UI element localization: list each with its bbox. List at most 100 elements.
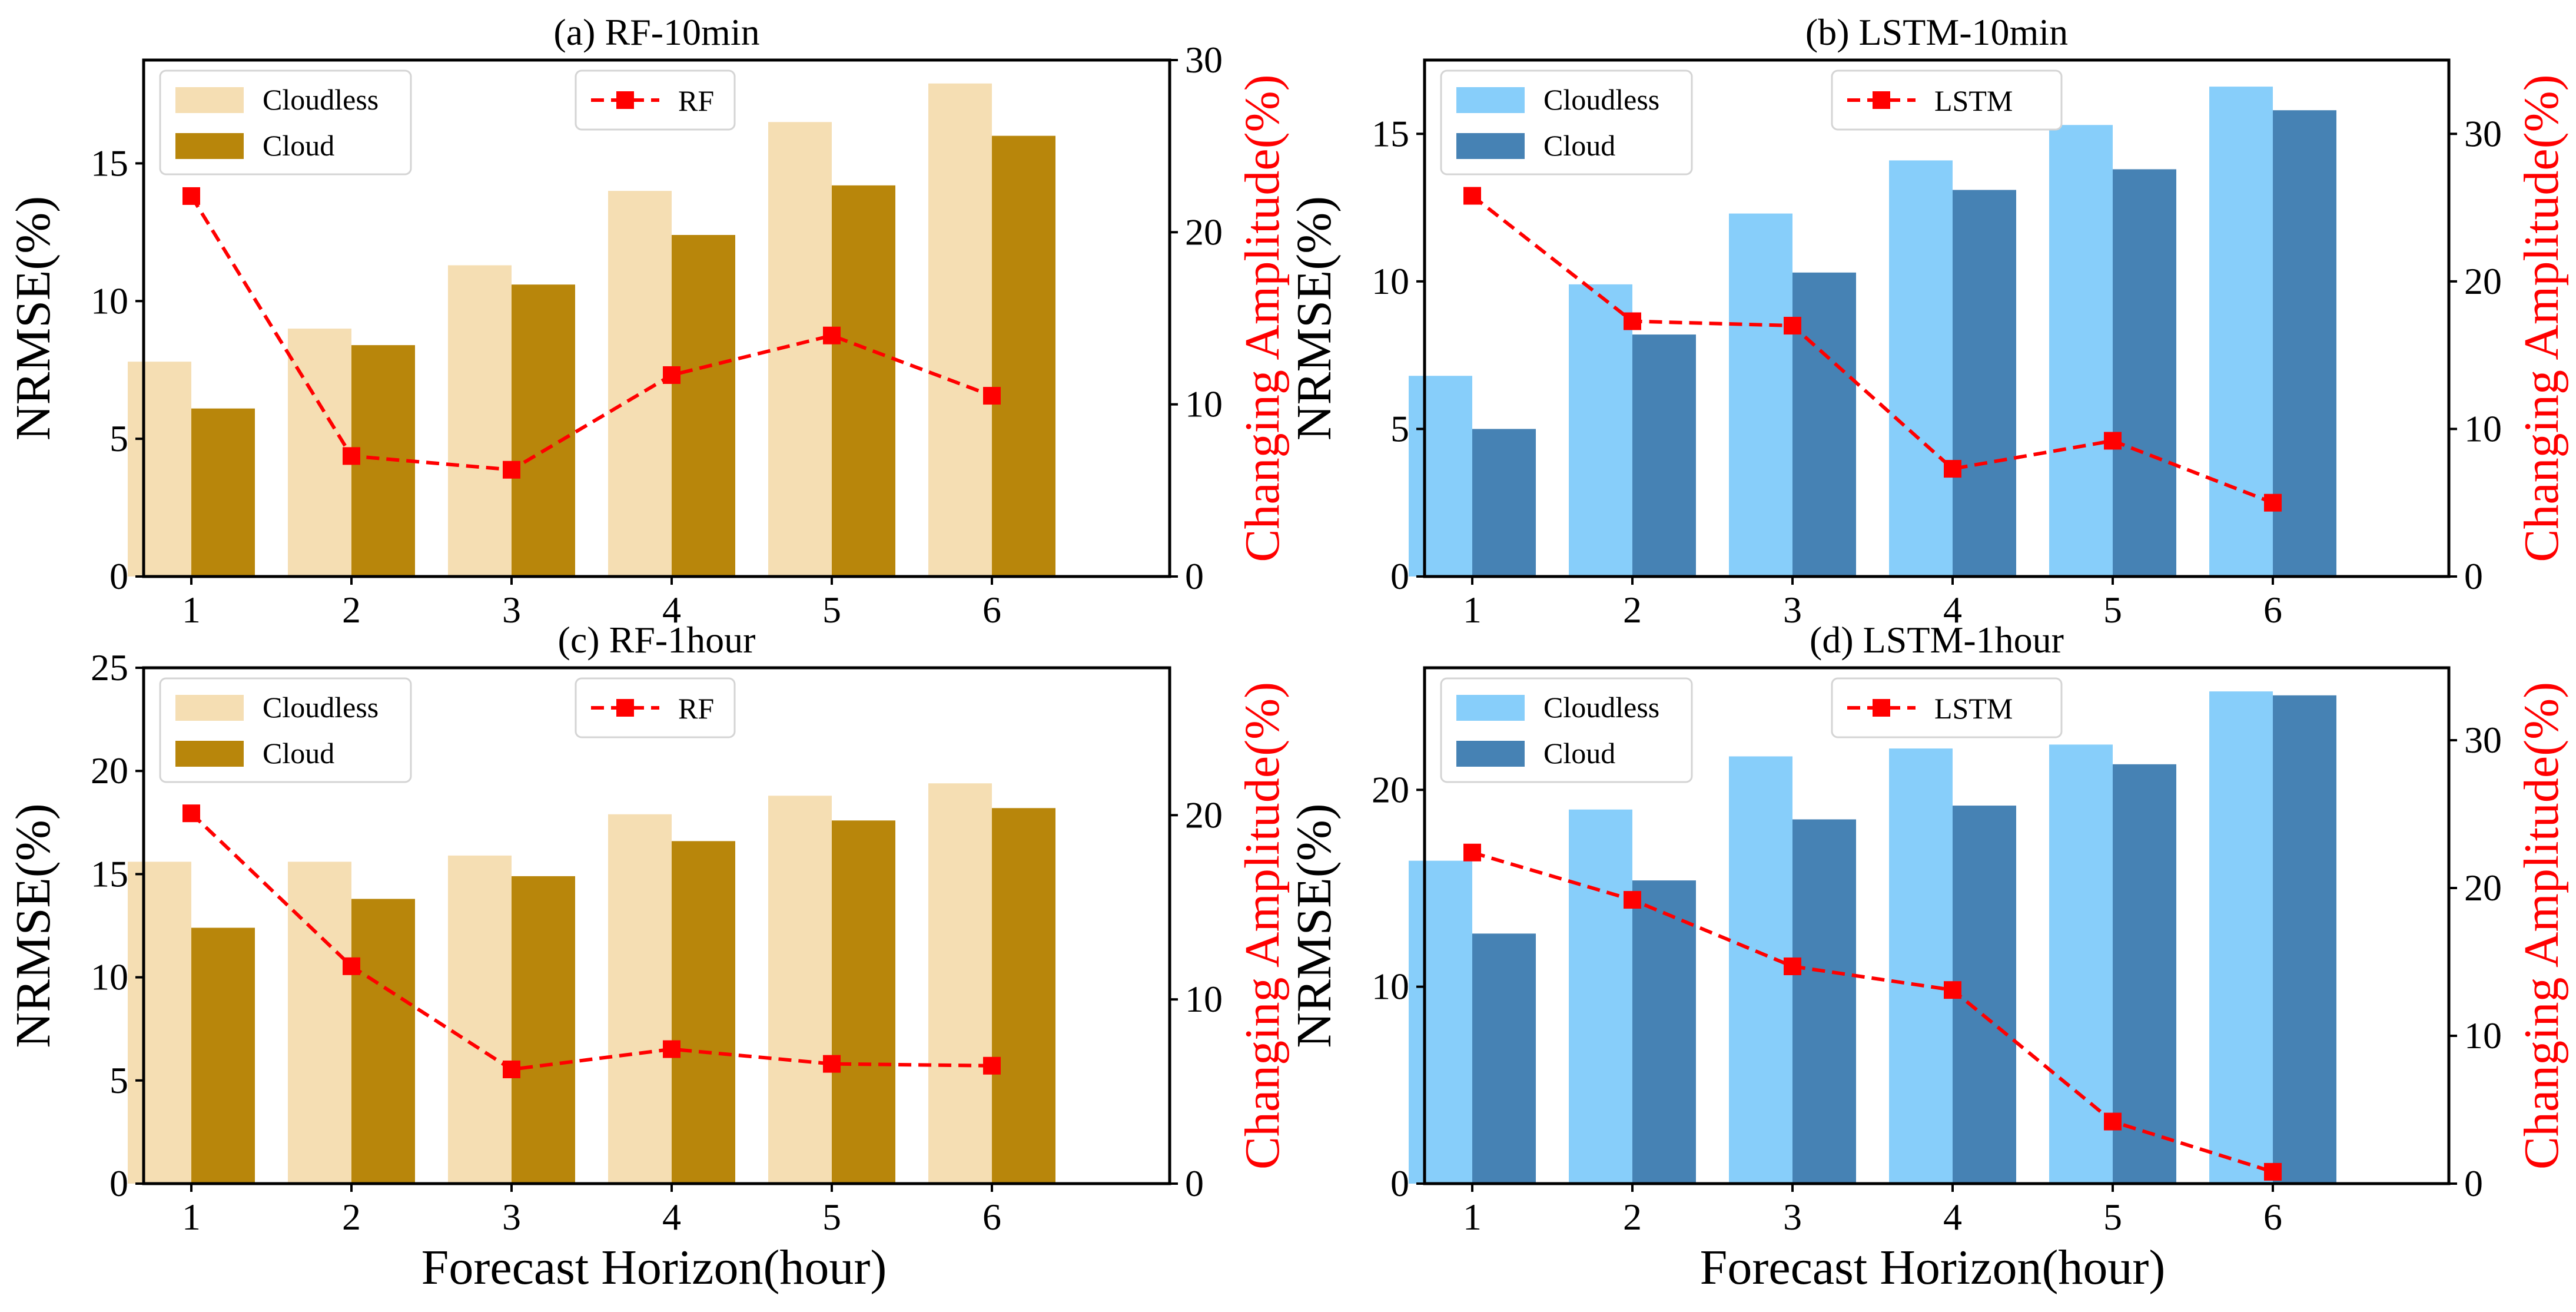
y-tick-label: 15 (91, 853, 128, 894)
legend-label-cloudless: Cloudless (1543, 83, 1659, 116)
bar-cloud-h5 (2113, 169, 2176, 577)
y2-tick-label: 20 (2464, 260, 2502, 302)
bar-cloudless-h6 (928, 783, 992, 1184)
legend-swatch-cloudless (1456, 87, 1525, 113)
point-rf-h4 (663, 1040, 680, 1058)
bar-cloudless-h4 (608, 191, 672, 577)
chart-title: (c) RF-1hour (558, 619, 756, 661)
legend-swatch-cloudless (175, 87, 244, 113)
axes-frame (142, 58, 1171, 578)
y2-tick-label: 0 (1185, 555, 1204, 597)
bar-cloud-h3 (1792, 819, 1856, 1184)
chart-panel-d: 0 10 20 0 10 20 30 1 2 3 4 5 6 (d) LSTM-1hour NRMSE(%)… (1287, 619, 2569, 1238)
legend-label-cloudless: Cloudless (1543, 691, 1659, 724)
x-tick-label: 2 (342, 589, 361, 631)
legend-label-cloud: Cloud (1543, 129, 1615, 162)
chart-title: (d) LSTM-1hour (1810, 619, 2064, 661)
chart-title: (b) LSTM-10min (1805, 11, 2068, 53)
x-tick-label: 1 (1463, 589, 1482, 631)
bar-cloudless-h2 (288, 329, 351, 577)
y2-axis-label: Changing Amplitude(%) (1235, 682, 1290, 1169)
point-rf-h3 (503, 460, 520, 479)
point-lstm-h6 (2264, 1162, 2282, 1181)
point-rf-h3 (503, 1061, 520, 1079)
point-lstm-h4 (1944, 981, 1961, 999)
bar-cloudless-h4 (1889, 748, 1953, 1184)
bar-cloudless-h3 (448, 855, 512, 1184)
point-lstm-h4 (1944, 460, 1961, 478)
y-tick-label: 20 (91, 750, 128, 791)
bar-cloudless-h1 (128, 362, 191, 577)
point-lstm-h3 (1784, 317, 1801, 335)
x-tick-label: 4 (1943, 1196, 1962, 1238)
line-lstm (1472, 850, 2273, 1174)
y-tick-label: 5 (1390, 407, 1409, 449)
legend-label-rf: RF (678, 84, 714, 117)
bar-cloudless-h6 (2209, 691, 2273, 1184)
legend-label-cloud: Cloud (263, 129, 334, 162)
legend-swatch-cloud (175, 133, 244, 159)
x-tick-label: 1 (1463, 1196, 1482, 1238)
x-tick-label: 5 (2103, 1196, 2122, 1238)
line-rf (190, 195, 993, 472)
y-tick-label: 20 (1372, 768, 1409, 810)
bar-cloudless-h1 (1409, 860, 1472, 1184)
bar-cloud-h5 (832, 820, 895, 1184)
bar-cloud-h4 (672, 841, 735, 1184)
y-tick-label: 0 (1390, 555, 1409, 597)
bar-cloud-h6 (992, 135, 1055, 577)
x-tick-label: 4 (662, 589, 681, 631)
legend-swatch-marker (616, 699, 634, 717)
legend-label-rf: RF (678, 692, 714, 725)
bar-cloud-h4 (1953, 190, 2016, 577)
y-axis-label: NRMSE(%) (1287, 803, 1342, 1048)
bar-cloud-h2 (351, 345, 415, 577)
x-tick-label: 4 (1943, 589, 1962, 631)
point-rf-h2 (343, 957, 360, 975)
bar-cloudless-h5 (2049, 744, 2113, 1184)
point-lstm-h6 (2264, 493, 2282, 512)
y-tick-label: 0 (109, 1162, 128, 1204)
axes-frame (1423, 666, 2451, 1185)
x-tick-label: 3 (502, 589, 521, 631)
bar-cloud-h2 (351, 899, 415, 1184)
y2-tick-label: 10 (2464, 407, 2502, 449)
bar-cloud-h3 (512, 284, 575, 577)
y-axis-label: NRMSE(%) (6, 196, 61, 440)
bar-cloud-h2 (1632, 334, 1696, 577)
y2-tick-label: 10 (2464, 1015, 2502, 1056)
y-tick-label: 5 (109, 1059, 128, 1101)
bar-cloud-h6 (992, 808, 1055, 1184)
legend-label-cloud: Cloud (1543, 737, 1615, 770)
axes-frame (142, 666, 1171, 1185)
line-legend-box (1831, 677, 2063, 738)
legend-swatch-cloud (1456, 133, 1525, 159)
x-tick-label: 6 (982, 589, 1001, 631)
y2-tick-label: 30 (2464, 719, 2502, 761)
bar-cloud-h4 (1953, 806, 2016, 1184)
bar-cloudless-h3 (1729, 756, 1792, 1184)
y-tick-label: 0 (1390, 1162, 1409, 1204)
bar-cloudless-h1 (128, 862, 191, 1184)
point-rf-h2 (343, 447, 360, 465)
y2-tick-label: 20 (1185, 211, 1223, 253)
y2-axis-label: Changing Amplitude(%) (1235, 74, 1290, 562)
point-rf-h6 (983, 1056, 1001, 1075)
x-axis-label-left: Forecast Horizon(hour) (421, 1240, 887, 1295)
chart-panel-a: 0 5 10 15 0 10 20 30 1 2 3 4 5 6 (a) RF-10min NRMSE(%) C… (6, 11, 1290, 631)
y2-tick-label: 0 (2464, 1162, 2483, 1204)
line-legend-box (1831, 69, 2063, 131)
bar-cloudless-h4 (1889, 160, 1953, 577)
x-tick-label: 3 (1783, 589, 1802, 631)
point-rf-h5 (823, 326, 841, 344)
line-rf (190, 811, 992, 1072)
bar-cloud-h6 (2273, 110, 2336, 577)
y-tick-label: 15 (91, 142, 128, 184)
y-tick-label: 10 (1372, 966, 1409, 1008)
bar-cloud-h4 (672, 235, 735, 577)
x-tick-label: 6 (982, 1196, 1001, 1238)
chart-panel-b: 0 5 10 15 0 10 20 30 1 2 3 4 5 6 (b) LSTM-10min NRMSE(%… (1287, 11, 2569, 631)
bar-cloud-h6 (2273, 695, 2336, 1184)
